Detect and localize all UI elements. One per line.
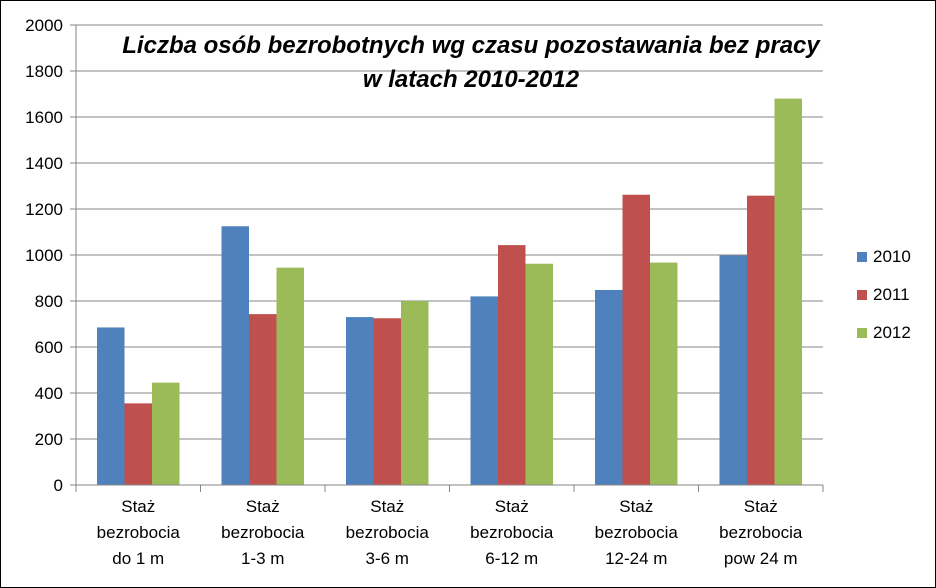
category-label: Staż [619,497,653,516]
category-label: Staż [370,497,404,516]
bar-2012-3 [525,263,553,485]
bar-2010-4 [595,289,623,485]
category-label: 3-6 m [366,549,409,568]
bar-2010-1 [221,226,249,485]
y-tick-label: 1400 [25,154,63,173]
category-label: pow 24 m [724,549,798,568]
legend-label: 2010 [873,247,911,266]
legend-swatch-2010 [857,252,867,262]
y-tick-label: 200 [35,430,63,449]
chart-title-line: w latach 2010-2012 [363,66,580,93]
y-tick-label: 1600 [25,108,63,127]
category-label: bezrobocia [719,523,803,542]
bar-2012-2 [401,301,429,485]
y-tick-label: 2000 [25,16,63,35]
bar-2010-2 [346,317,374,485]
legend-swatch-2011 [857,290,867,300]
chart-title-line: Liczba osób bezrobotnych wg czasu pozost… [122,32,821,59]
category-labels: Staż bezrobocia do 1 m Staż bezrobocia 1-3 m S… [97,497,803,568]
category-label: bezrobocia [470,523,554,542]
y-tick-label: 400 [35,384,63,403]
bar-2011-0 [124,403,152,485]
category-label: bezrobocia [595,523,679,542]
bar-2010-3 [470,296,498,485]
y-tick-label: 0 [54,476,63,495]
bar-2010-0 [97,327,125,485]
bar-2011-4 [622,194,650,486]
category-label: Staż [246,497,280,516]
bars [97,98,802,486]
bar-2011-2 [373,318,401,485]
bar-2012-5 [774,98,802,485]
bar-2011-1 [249,314,277,485]
y-tick-label: 800 [35,292,63,311]
category-label: 1-3 m [241,549,284,568]
category-label: 12-24 m [605,549,667,568]
bar-2010-5 [719,255,747,485]
axes [70,24,824,492]
category-label: 6-12 m [485,549,538,568]
legend: 2010 2011 2012 [857,247,911,342]
category-label: bezrobocia [97,523,181,542]
bar-2011-3 [498,245,526,485]
bar-2012-0 [152,382,180,485]
bar-2012-4 [650,262,678,485]
y-tick-label: 600 [35,338,63,357]
gridlines [76,24,823,440]
legend-label: 2011 [873,285,910,304]
category-label: Staż [744,497,778,516]
y-tick-label: 1800 [25,62,63,81]
category-label: bezrobocia [346,523,430,542]
legend-swatch-2012 [857,328,867,338]
y-tick-labels: 0 200 400 600 800 1000 1200 1400 1600 1800 2000 [25,16,63,495]
legend-label: 2012 [873,323,911,342]
category-label: bezrobocia [221,523,305,542]
category-label: do 1 m [112,549,164,568]
y-tick-label: 1200 [25,200,63,219]
bar-2011-5 [747,195,775,485]
chart-title: Liczba osób bezrobotnych wg czasu pozost… [122,32,821,93]
category-label: Staż [121,497,155,516]
y-tick-label: 1000 [25,246,63,265]
bar-2012-1 [276,267,304,485]
category-label: Staż [495,497,529,516]
